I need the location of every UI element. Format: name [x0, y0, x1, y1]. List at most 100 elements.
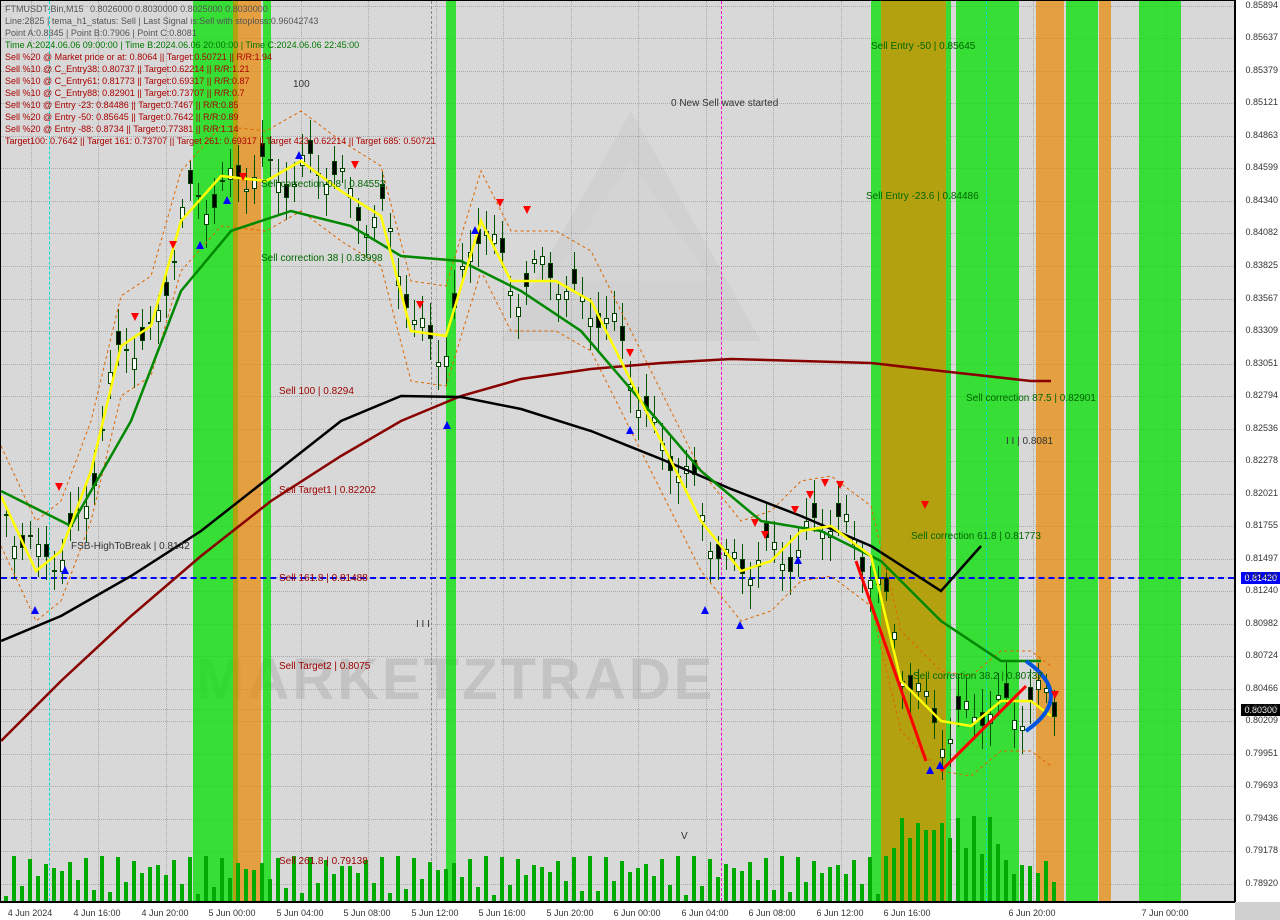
volume-bar — [220, 858, 224, 901]
candle-body — [44, 544, 49, 557]
entry-level-line — [1, 577, 1234, 579]
candle-body — [772, 542, 777, 550]
chart-label: FSB-HighToBreak | 0.8142 — [71, 541, 190, 552]
candle-body — [724, 549, 729, 556]
volume-bar — [4, 896, 8, 901]
volume-bar — [108, 892, 112, 901]
volume-bar — [588, 856, 592, 901]
candle-body — [116, 331, 121, 345]
arrow-down-icon — [761, 531, 769, 539]
volume-bar — [996, 844, 1000, 901]
candle-wick — [510, 276, 511, 318]
volume-bar — [964, 848, 968, 901]
candle-wick — [102, 406, 103, 440]
candle-body — [372, 217, 377, 228]
ohlc-text: 0.8026000 0.8030000 0.8025000 0.8030000 — [90, 4, 268, 14]
candle-body — [268, 159, 273, 162]
time-tick: 5 Jun 00:00 — [208, 908, 255, 918]
chart-label: Sell correction 0.8 | 0.84552 — [261, 179, 385, 190]
arrow-up-icon — [936, 761, 944, 769]
volume-bar — [876, 894, 880, 901]
candle-body — [1004, 683, 1009, 698]
volume-bar — [1020, 865, 1024, 901]
volume-bar — [812, 861, 816, 901]
zone-orange — [1036, 1, 1064, 901]
volume-bar — [156, 865, 160, 901]
volume-bar — [180, 884, 184, 901]
candle-wick — [966, 678, 967, 718]
chart-label: I I | 0.8081 — [1006, 436, 1053, 447]
volume-bar — [692, 856, 696, 901]
price-tick: 0.85637 — [1245, 32, 1278, 42]
volume-bar — [708, 859, 712, 901]
price-tick: 0.85894 — [1245, 0, 1278, 10]
volume-bar — [260, 863, 264, 902]
candle-body — [524, 273, 529, 288]
header-line: Sell %10 @ C_Entry61: 0.81773 || Target:… — [5, 76, 249, 86]
candle-body — [4, 514, 9, 516]
time-tick: 5 Jun 20:00 — [546, 908, 593, 918]
vline-cyan2 — [986, 1, 987, 901]
candle-body — [892, 632, 897, 641]
candle-wick — [414, 300, 415, 336]
volume-bar — [724, 864, 728, 901]
volume-bar — [604, 857, 608, 901]
time-tick: 6 Jun 04:00 — [681, 908, 728, 918]
zone-green — [1066, 1, 1098, 901]
candle-body — [756, 560, 761, 567]
candle-body — [84, 506, 89, 519]
candle-body — [132, 358, 137, 370]
header-line: Line:2825 | tema_h1_status: Sell | Last … — [5, 16, 318, 26]
header-line: Sell %10 @ C_Entry88: 0.82901 || Target:… — [5, 88, 244, 98]
arrow-down-icon — [921, 501, 929, 509]
candle-body — [684, 466, 689, 474]
price-tick: 0.81755 — [1245, 520, 1278, 530]
time-tick: 4 Jun 20:00 — [141, 908, 188, 918]
candle-body — [868, 580, 873, 589]
volume-bar — [412, 858, 416, 901]
candle-body — [540, 256, 545, 265]
volume-bar — [612, 881, 616, 901]
arrow-down-icon — [351, 161, 359, 169]
time-tick: 7 Jun 00:00 — [1141, 908, 1188, 918]
price-tick: 0.83567 — [1245, 293, 1278, 303]
candle-body — [828, 531, 833, 538]
volume-bar — [644, 864, 648, 901]
price-tick: 0.83825 — [1245, 260, 1278, 270]
volume-bar — [900, 818, 904, 901]
volume-bar — [676, 856, 680, 901]
arrow-down-icon — [169, 241, 177, 249]
candle-body — [636, 410, 641, 419]
volume-bar — [804, 882, 808, 901]
price-tick: 0.79436 — [1245, 813, 1278, 823]
time-tick: 5 Jun 08:00 — [343, 908, 390, 918]
candle-body — [1044, 688, 1049, 693]
candle-body — [436, 362, 441, 366]
volume-bar — [860, 884, 864, 901]
chart-area[interactable]: MARKETZTRADE — [0, 0, 1235, 902]
candle-body — [708, 551, 713, 559]
candle-body — [676, 476, 681, 483]
price-tick: 0.79951 — [1245, 748, 1278, 758]
price-tick: 0.82278 — [1245, 455, 1278, 465]
volume-bar — [948, 838, 952, 901]
arrow-up-icon — [295, 151, 303, 159]
volume-bar — [732, 868, 736, 901]
candle-body — [28, 535, 33, 537]
candle-body — [596, 313, 601, 328]
volume-bar — [300, 893, 304, 901]
candle-body — [732, 552, 737, 560]
candle-body — [988, 714, 993, 724]
candle-body — [884, 577, 889, 592]
price-tick: 0.84863 — [1245, 130, 1278, 140]
candle-body — [252, 177, 257, 188]
time-tick: 6 Jun 20:00 — [1008, 908, 1055, 918]
candle-body — [428, 325, 433, 340]
price-tick: 0.85379 — [1245, 65, 1278, 75]
volume-bar — [444, 869, 448, 901]
candle-body — [564, 291, 569, 300]
vgrid-line — [706, 1, 707, 901]
volume-bar — [148, 867, 152, 901]
candle-body — [980, 712, 985, 727]
price-tick: 0.80300 — [1245, 703, 1278, 713]
